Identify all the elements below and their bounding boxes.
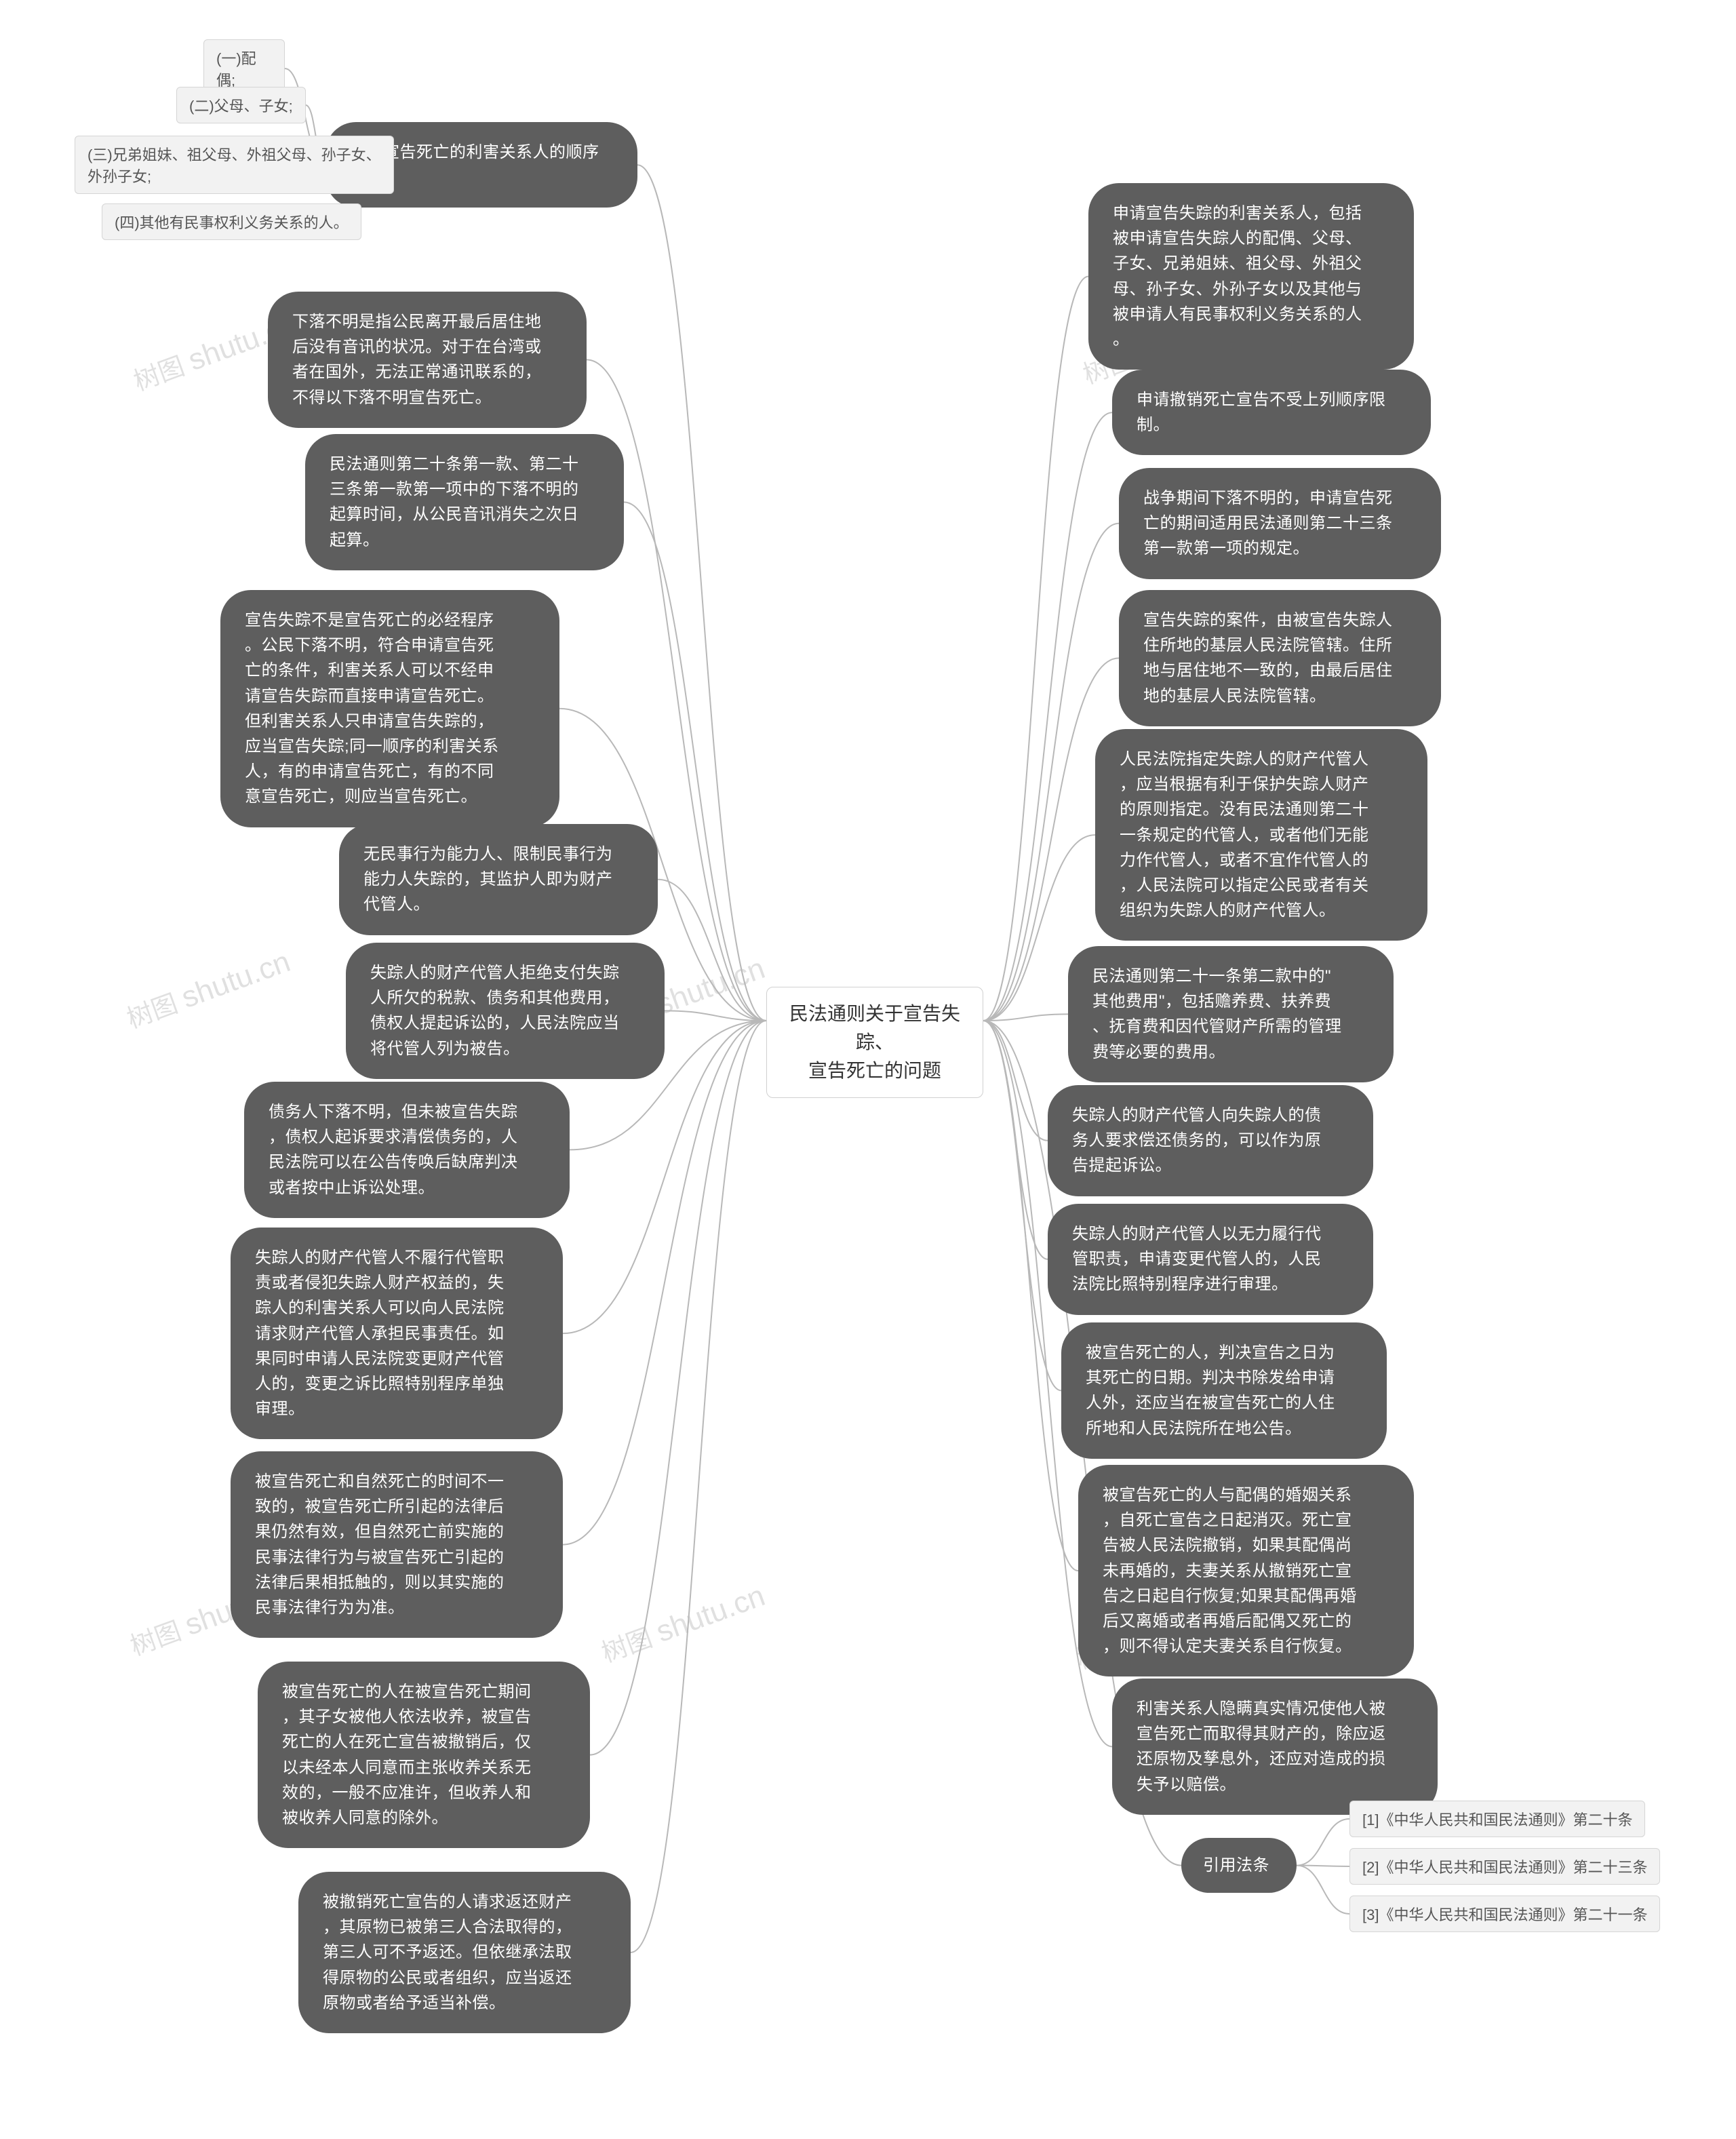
topic-L2: 下落不明是指公民离开最后居住地后没有音讯的状况。对于在台湾或者在国外，无法正常通… (268, 292, 587, 428)
topic-R1: 申请宣告失踪的利害关系人，包括被申请宣告失踪人的配偶、父母、子女、兄弟姐妹、祖父… (1088, 183, 1414, 370)
leaf-L1c: (三)兄弟姐妹、祖父母、外祖父母、孙子女、外孙子女; (75, 136, 394, 194)
topic-L8: 失踪人的财产代管人不履行代管职责或者侵犯失踪人财产权益的，失踪人的利害关系人可以… (231, 1228, 563, 1439)
topic-L7: 债务人下落不明，但未被宣告失踪，债权人起诉要求清偿债务的，人民法院可以在公告传唤… (244, 1082, 570, 1218)
topic-R5: 人民法院指定失踪人的财产代管人，应当根据有利于保护失踪人财产的原则指定。没有民法… (1095, 729, 1427, 941)
topic-L5: 无民事行为能力人、限制民事行为能力人失踪的，其监护人即为财产代管人。 (339, 824, 658, 935)
topic-L10: 被宣告死亡的人在被宣告死亡期间，其子女被他人依法收养，被宣告死亡的人在死亡宣告被… (258, 1662, 590, 1848)
leaf-L1d: (四)其他有民事权利义务关系的人。 (102, 203, 361, 240)
center-title: 民法通则关于宣告失踪、宣告死亡的问题 (789, 1003, 960, 1081)
center-node: 民法通则关于宣告失踪、宣告死亡的问题 (766, 987, 983, 1098)
topic-R4: 宣告失踪的案件，由被宣告失踪人住所地的基层人民法院管辖。住所地与居住地不一致的，… (1119, 590, 1441, 726)
topic-L11: 被撤销死亡宣告的人请求返还财产，其原物已被第三人合法取得的，第三人可不予返还。但… (298, 1872, 631, 2033)
leaf-L1b: (二)父母、子女; (176, 87, 306, 123)
leaf-R12a: [1]《中华人民共和国民法通则》第二十条 (1349, 1801, 1645, 1837)
topic-L3: 民法通则第二十条第一款、第二十三条第一款第一项中的下落不明的起算时间，从公民音讯… (305, 434, 624, 570)
leaf-R12b: [2]《中华人民共和国民法通则》第二十三条 (1349, 1848, 1660, 1885)
topic-R2: 申请撤销死亡宣告不受上列顺序限制。 (1112, 370, 1431, 455)
topic-L6: 失踪人的财产代管人拒绝支付失踪人所欠的税款、债务和其他费用，债权人提起诉讼的，人… (346, 943, 665, 1079)
topic-R6: 民法通则第二十一条第二款中的"其他费用"，包括赡养费、扶养费、抚育费和因代管财产… (1068, 946, 1394, 1082)
topic-R3: 战争期间下落不明的，申请宣告死亡的期间适用民法通则第二十三条第一款第一项的规定。 (1119, 468, 1441, 579)
topic-L4: 宣告失踪不是宣告死亡的必经程序。公民下落不明，符合申请宣告死亡的条件，利害关系人… (220, 590, 559, 827)
topic-R11: 利害关系人隐瞒真实情况使他人被宣告死亡而取得其财产的，除应返还原物及孳息外，还应… (1112, 1679, 1438, 1815)
topic-R8: 失踪人的财产代管人以无力履行代管职责，申请变更代管人的，人民法院比照特别程序进行… (1048, 1204, 1373, 1315)
leaf-R12c: [3]《中华人民共和国民法通则》第二十一条 (1349, 1896, 1660, 1932)
topic-L9: 被宣告死亡和自然死亡的时间不一致的，被宣告死亡所引起的法律后果仍然有效，但自然死… (231, 1451, 563, 1638)
topic-R12: 引用法条 (1181, 1838, 1297, 1893)
topic-R7: 失踪人的财产代管人向失踪人的债务人要求偿还债务的，可以作为原告提起诉讼。 (1048, 1085, 1373, 1196)
topic-R10: 被宣告死亡的人与配偶的婚姻关系，自死亡宣告之日起消灭。死亡宣告被人民法院撤销，如… (1078, 1465, 1414, 1676)
topic-R9: 被宣告死亡的人，判决宣告之日为其死亡的日期。判决书除发给申请人外，还应当在被宣告… (1061, 1322, 1387, 1459)
